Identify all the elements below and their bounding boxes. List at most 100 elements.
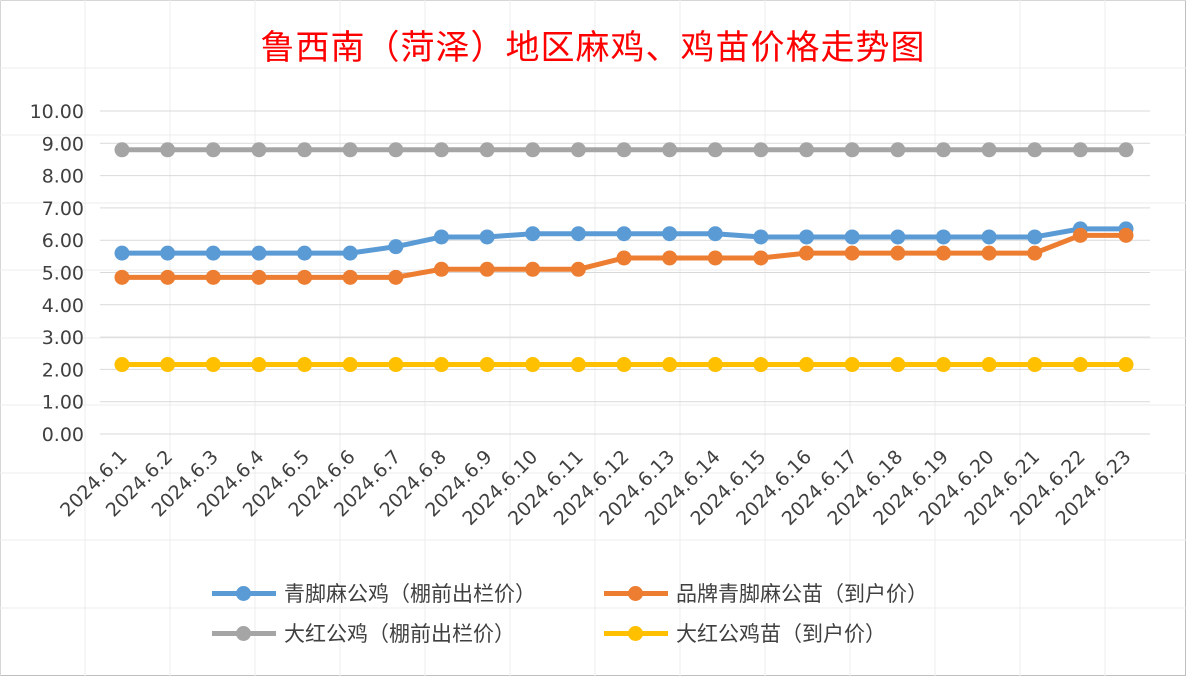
data-point — [205, 142, 221, 158]
data-point — [525, 226, 541, 242]
legend-label: 青脚麻公鸡（棚前出栏价） — [284, 582, 536, 606]
data-point — [1027, 245, 1043, 261]
data-point — [890, 357, 906, 373]
y-tick-label: 6.00 — [42, 230, 84, 252]
legend-label: 大红公鸡苗（到户价） — [676, 622, 886, 646]
data-point — [1072, 227, 1088, 243]
data-point — [114, 245, 130, 261]
data-point — [114, 142, 130, 158]
data-point — [1027, 229, 1043, 245]
data-point — [753, 357, 769, 373]
data-point — [251, 142, 267, 158]
data-point — [981, 245, 997, 261]
data-point — [160, 245, 176, 261]
legend-marker — [236, 585, 251, 601]
data-point — [662, 142, 678, 158]
data-point — [753, 142, 769, 158]
data-point — [981, 142, 997, 158]
data-point — [707, 250, 723, 266]
data-point — [251, 245, 267, 261]
data-point — [251, 269, 267, 285]
y-tick-label: 4.00 — [42, 295, 84, 317]
y-tick-label: 2.00 — [42, 359, 84, 381]
data-point — [388, 239, 404, 255]
legend-label: 大红公鸡（棚前出栏价） — [284, 622, 515, 646]
data-point — [342, 357, 358, 373]
data-point — [433, 229, 449, 245]
data-point — [799, 245, 815, 261]
data-point — [616, 357, 632, 373]
data-point — [297, 142, 313, 158]
data-point — [297, 245, 313, 261]
data-point — [1072, 142, 1088, 158]
legend-label: 品牌青脚麻公苗（到户价） — [676, 582, 928, 606]
data-point — [570, 357, 586, 373]
data-point — [570, 261, 586, 277]
data-point — [114, 357, 130, 373]
y-tick-label: 8.00 — [42, 166, 84, 188]
data-point — [890, 142, 906, 158]
data-point — [799, 357, 815, 373]
data-point — [707, 142, 723, 158]
y-tick-label: 0.00 — [42, 424, 84, 446]
data-point — [799, 229, 815, 245]
data-point — [205, 357, 221, 373]
y-tick-label: 5.00 — [42, 263, 84, 285]
data-point — [160, 357, 176, 373]
data-point — [935, 142, 951, 158]
data-point — [433, 142, 449, 158]
data-point — [388, 142, 404, 158]
legend-item: 大红公鸡苗（到户价） — [604, 618, 886, 648]
data-point — [844, 229, 860, 245]
data-point — [1027, 142, 1043, 158]
data-point — [981, 229, 997, 245]
y-tick-label: 9.00 — [42, 133, 84, 155]
data-point — [479, 142, 495, 158]
data-point — [297, 269, 313, 285]
data-point — [1118, 227, 1134, 243]
data-point — [662, 357, 678, 373]
data-point — [433, 261, 449, 277]
data-point — [479, 261, 495, 277]
legend-swatch — [604, 585, 668, 601]
data-point — [570, 142, 586, 158]
data-point — [935, 245, 951, 261]
data-point — [616, 250, 632, 266]
data-point — [1072, 357, 1088, 373]
legend-item: 大红公鸡（棚前出栏价） — [212, 618, 515, 648]
data-point — [890, 229, 906, 245]
data-point — [799, 142, 815, 158]
data-point — [662, 250, 678, 266]
data-point — [251, 357, 267, 373]
data-point — [525, 261, 541, 277]
data-point — [616, 142, 632, 158]
legend-item: 青脚麻公鸡（棚前出栏价） — [212, 578, 536, 608]
data-point — [753, 250, 769, 266]
legend-swatch — [604, 625, 668, 641]
y-tick-label: 10.00 — [30, 101, 84, 123]
data-point — [753, 229, 769, 245]
data-point — [890, 245, 906, 261]
data-point — [297, 357, 313, 373]
data-point — [342, 245, 358, 261]
legend-swatch — [212, 625, 276, 641]
chart-title: 鲁西南（菏泽）地区麻鸡、鸡苗价格走势图 — [260, 28, 926, 68]
data-point — [525, 357, 541, 373]
legend-item: 品牌青脚麻公苗（到户价） — [604, 578, 928, 608]
data-point — [525, 142, 541, 158]
legend-swatch — [212, 585, 276, 601]
data-point — [570, 226, 586, 242]
data-point — [707, 226, 723, 242]
data-point — [844, 142, 860, 158]
data-point — [1027, 357, 1043, 373]
data-point — [479, 229, 495, 245]
data-point — [844, 245, 860, 261]
data-point — [935, 357, 951, 373]
data-point — [1118, 142, 1134, 158]
data-point — [388, 269, 404, 285]
data-point — [1118, 357, 1134, 373]
data-point — [935, 229, 951, 245]
legend-marker — [236, 625, 251, 641]
y-tick-label: 3.00 — [42, 327, 84, 349]
